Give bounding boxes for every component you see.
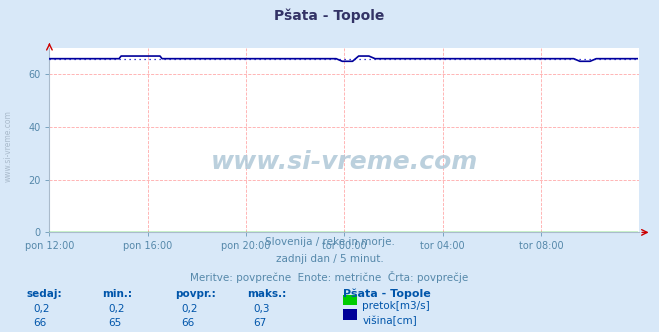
Text: povpr.:: povpr.: — [175, 289, 215, 299]
Text: Meritve: povprečne  Enote: metrične  Črta: povprečje: Meritve: povprečne Enote: metrične Črta:… — [190, 271, 469, 283]
Text: 0,2: 0,2 — [181, 304, 198, 314]
Text: višina[cm]: višina[cm] — [362, 315, 417, 326]
Text: pretok[m3/s]: pretok[m3/s] — [362, 301, 430, 311]
Text: min.:: min.: — [102, 289, 132, 299]
Text: 0,3: 0,3 — [254, 304, 270, 314]
Text: 0,2: 0,2 — [33, 304, 49, 314]
Text: 66: 66 — [181, 318, 194, 328]
Text: 66: 66 — [33, 318, 46, 328]
Text: Pšata - Topole: Pšata - Topole — [274, 8, 385, 23]
Text: 0,2: 0,2 — [109, 304, 125, 314]
Text: Slovenija / reke in morje.: Slovenija / reke in morje. — [264, 237, 395, 247]
Text: sedaj:: sedaj: — [26, 289, 62, 299]
Text: 65: 65 — [109, 318, 122, 328]
Text: 67: 67 — [254, 318, 267, 328]
Text: www.si-vreme.com: www.si-vreme.com — [211, 150, 478, 174]
Text: zadnji dan / 5 minut.: zadnji dan / 5 minut. — [275, 254, 384, 264]
Text: Pšata - Topole: Pšata - Topole — [343, 289, 430, 299]
Text: maks.:: maks.: — [247, 289, 287, 299]
Text: www.si-vreme.com: www.si-vreme.com — [3, 110, 13, 182]
